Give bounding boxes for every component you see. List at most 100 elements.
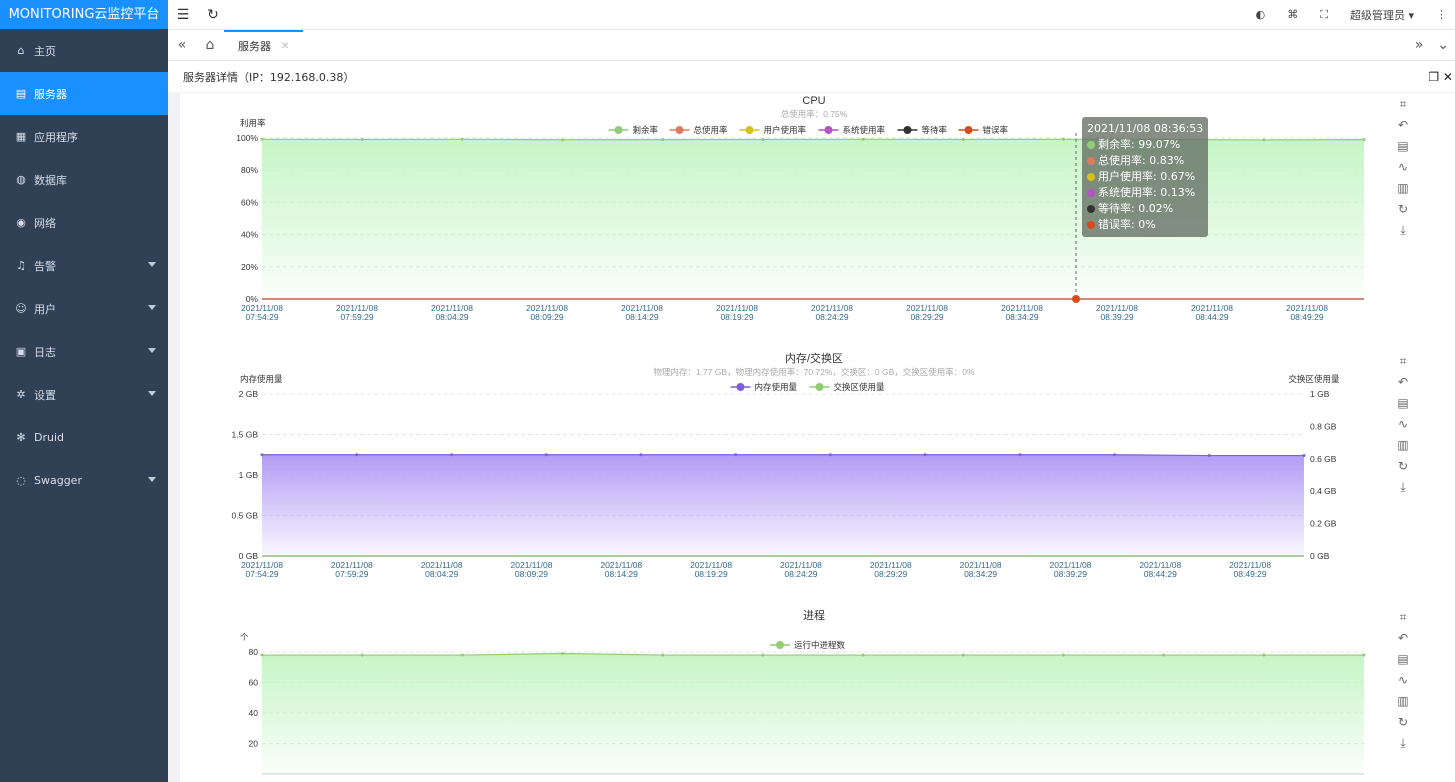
bar-chart-icon[interactable]: ▥ (1397, 438, 1409, 452)
gear-icon: ✲ (16, 388, 26, 401)
download-icon[interactable]: ⤓ (1400, 736, 1406, 750)
data-view-icon[interactable]: ▤ (1397, 652, 1409, 666)
restore-icon[interactable]: ↻ (1397, 715, 1409, 729)
restore-icon[interactable]: ↻ (1397, 459, 1409, 473)
x-tick-label: 08:09:29 (515, 569, 548, 579)
sidebar-item-9[interactable]: ✻ Druid (0, 416, 168, 459)
line-chart-icon[interactable]: ∿ (1397, 417, 1409, 431)
sidebar-item-label: 数据库 (34, 173, 67, 187)
chevron-down-icon[interactable] (148, 477, 156, 482)
chevron-down-icon[interactable]: ⌄ (1437, 37, 1449, 53)
tab-server[interactable]: 服务器 ✕ (224, 29, 304, 61)
tabs-scroll-right-icon[interactable]: » (1414, 37, 1424, 53)
x-tick-label: 2021/11/08 (1139, 560, 1181, 570)
undo-icon[interactable]: ↶ (1397, 631, 1409, 645)
y-tick-label: 80% (241, 165, 258, 175)
y-tick-label-right: 1 GB (1310, 389, 1330, 399)
chart-subtitle: 物理内存：1.77 GB，物理内存使用率：70.72%，交换区：0 GB，交换区… (653, 367, 975, 377)
tag-icon[interactable]: ⌘ (1287, 8, 1299, 21)
download-icon[interactable]: ⤓ (1400, 223, 1406, 237)
chart-tooltip: 2021/11/08 08:36:53 剩余率: 99.07% 总使用率: 0.83… (1082, 117, 1209, 237)
bar-chart-icon[interactable]: ▥ (1397, 181, 1409, 195)
line-chart-icon[interactable]: ∿ (1397, 673, 1409, 687)
app-logo-title[interactable]: MONITORING云监控平台 (0, 0, 168, 29)
undo-icon[interactable]: ↶ (1397, 375, 1409, 389)
legend-dot (964, 126, 973, 134)
chevron-down-icon[interactable] (148, 391, 156, 396)
sidebar-item-2[interactable]: ▦ 应用程序 (0, 115, 168, 158)
tooltip-value: 等待率: 0.02% (1098, 202, 1174, 215)
legend-dot (1087, 141, 1095, 149)
y-tick-label: 1.5 GB (232, 430, 259, 440)
legend-dot (1087, 173, 1095, 181)
tooltip-row: 等待率: 0.02% (1087, 201, 1203, 217)
sidebar-item-8[interactable]: ✲ 设置 (0, 373, 168, 416)
close-icon[interactable]: ✕ (281, 40, 290, 52)
sidebar-item-6[interactable]: ☺ 用户 (0, 287, 168, 330)
sidebar-item-10[interactable]: ◌ Swagger (0, 459, 168, 502)
x-tick-label: 2021/11/08 (870, 560, 912, 570)
tooltip-row: 系统使用率: 0.13% (1087, 185, 1203, 201)
cpu-chart: CPU 总使用率：0.75% 利用率 剩余率 总使用率 用户使用率 系统使用率 等待率 错误率 0… (180, 93, 1410, 323)
home-tab-icon[interactable]: ⌂ (205, 37, 215, 53)
crop-icon[interactable]: ⌗ (1399, 97, 1407, 111)
topbar: ☰ ↻ ◐ ⌘ ⛶ 超级管理员 ▾ ⋮ (168, 0, 1455, 29)
x-tick-label: 2021/11/08 (600, 560, 642, 570)
chevron-down-icon[interactable] (148, 305, 156, 310)
user-icon: ☺ (15, 302, 27, 315)
database-icon: ◍ (16, 173, 26, 186)
restore-icon[interactable]: ↻ (1397, 202, 1409, 216)
data-point (1113, 453, 1117, 457)
collapse-menu-icon[interactable]: ☰ (176, 6, 190, 23)
refresh-icon[interactable]: ↻ (207, 6, 219, 23)
sidebar-item-3[interactable]: ◍ 数据库 (0, 158, 168, 201)
sidebar-item-0[interactable]: ⌂ 主页 (0, 29, 168, 72)
network-icon: ◉ (16, 216, 26, 229)
x-tick-label: 2021/11/08 (716, 303, 758, 313)
chevron-down-icon[interactable] (148, 262, 156, 267)
data-point (661, 653, 665, 657)
chart-toolbox: ⌗ ↶ ▤ ∿ ▥ ↻ ⤓ (1392, 610, 1414, 751)
y-axis-label: 个 (240, 632, 249, 642)
x-tick-label: 08:49:29 (1290, 312, 1323, 322)
sidebar-item-5[interactable]: ♫ 告警 (0, 244, 168, 287)
tooltip-time: 2021/11/08 08:36:53 (1087, 122, 1204, 135)
x-tick-label: 08:04:29 (435, 312, 468, 322)
data-point (1302, 454, 1306, 458)
x-tick-label: 08:44:29 (1144, 569, 1177, 579)
undo-icon[interactable]: ↶ (1397, 118, 1409, 132)
tooltip-value: 总使用率: 0.83% (1098, 154, 1185, 167)
data-view-icon[interactable]: ▤ (1397, 396, 1409, 410)
fullscreen-icon[interactable]: ⛶ (1320, 7, 1328, 21)
x-tick-label: 2021/11/08 (1286, 303, 1328, 313)
legend-dot (903, 126, 912, 134)
sidebar-item-7[interactable]: ▣ 日志 (0, 330, 168, 373)
server-icon: ▤ (15, 87, 27, 100)
more-icon[interactable]: ⋮ (1436, 8, 1447, 21)
user-menu[interactable]: 超级管理员 ▾ (1349, 8, 1414, 22)
x-tick-label: 2021/11/08 (336, 303, 378, 313)
crop-icon[interactable]: ⌗ (1399, 354, 1407, 368)
sidebar-item-4[interactable]: ◉ 网络 (0, 201, 168, 244)
bar-chart-icon[interactable]: ▥ (1397, 694, 1409, 708)
x-tick-label: 08:29:29 (874, 569, 907, 579)
crop-icon[interactable]: ⌗ (1399, 610, 1407, 624)
y-tick-label: 80 (249, 647, 259, 657)
legend-dot (1087, 221, 1095, 229)
data-view-icon[interactable]: ▤ (1397, 139, 1409, 153)
data-point (260, 453, 264, 457)
chevron-down-icon[interactable] (148, 348, 156, 353)
data-point (923, 453, 927, 457)
tabs-scroll-left-icon[interactable]: « (177, 37, 187, 53)
sidebar-item-1[interactable]: ▤ 服务器 (0, 72, 168, 115)
download-icon[interactable]: ⤓ (1400, 480, 1406, 494)
sidebar-item-label: Swagger (34, 474, 82, 487)
theme-icon[interactable]: ◐ (1255, 8, 1266, 21)
data-point (1207, 454, 1211, 458)
line-chart-icon[interactable]: ∿ (1397, 160, 1409, 174)
window-icon[interactable]: ❐ ✕ (1428, 69, 1453, 84)
app-icon: ▦ (15, 130, 27, 143)
data-point (460, 137, 464, 141)
y-tick-label: 60% (241, 197, 258, 207)
